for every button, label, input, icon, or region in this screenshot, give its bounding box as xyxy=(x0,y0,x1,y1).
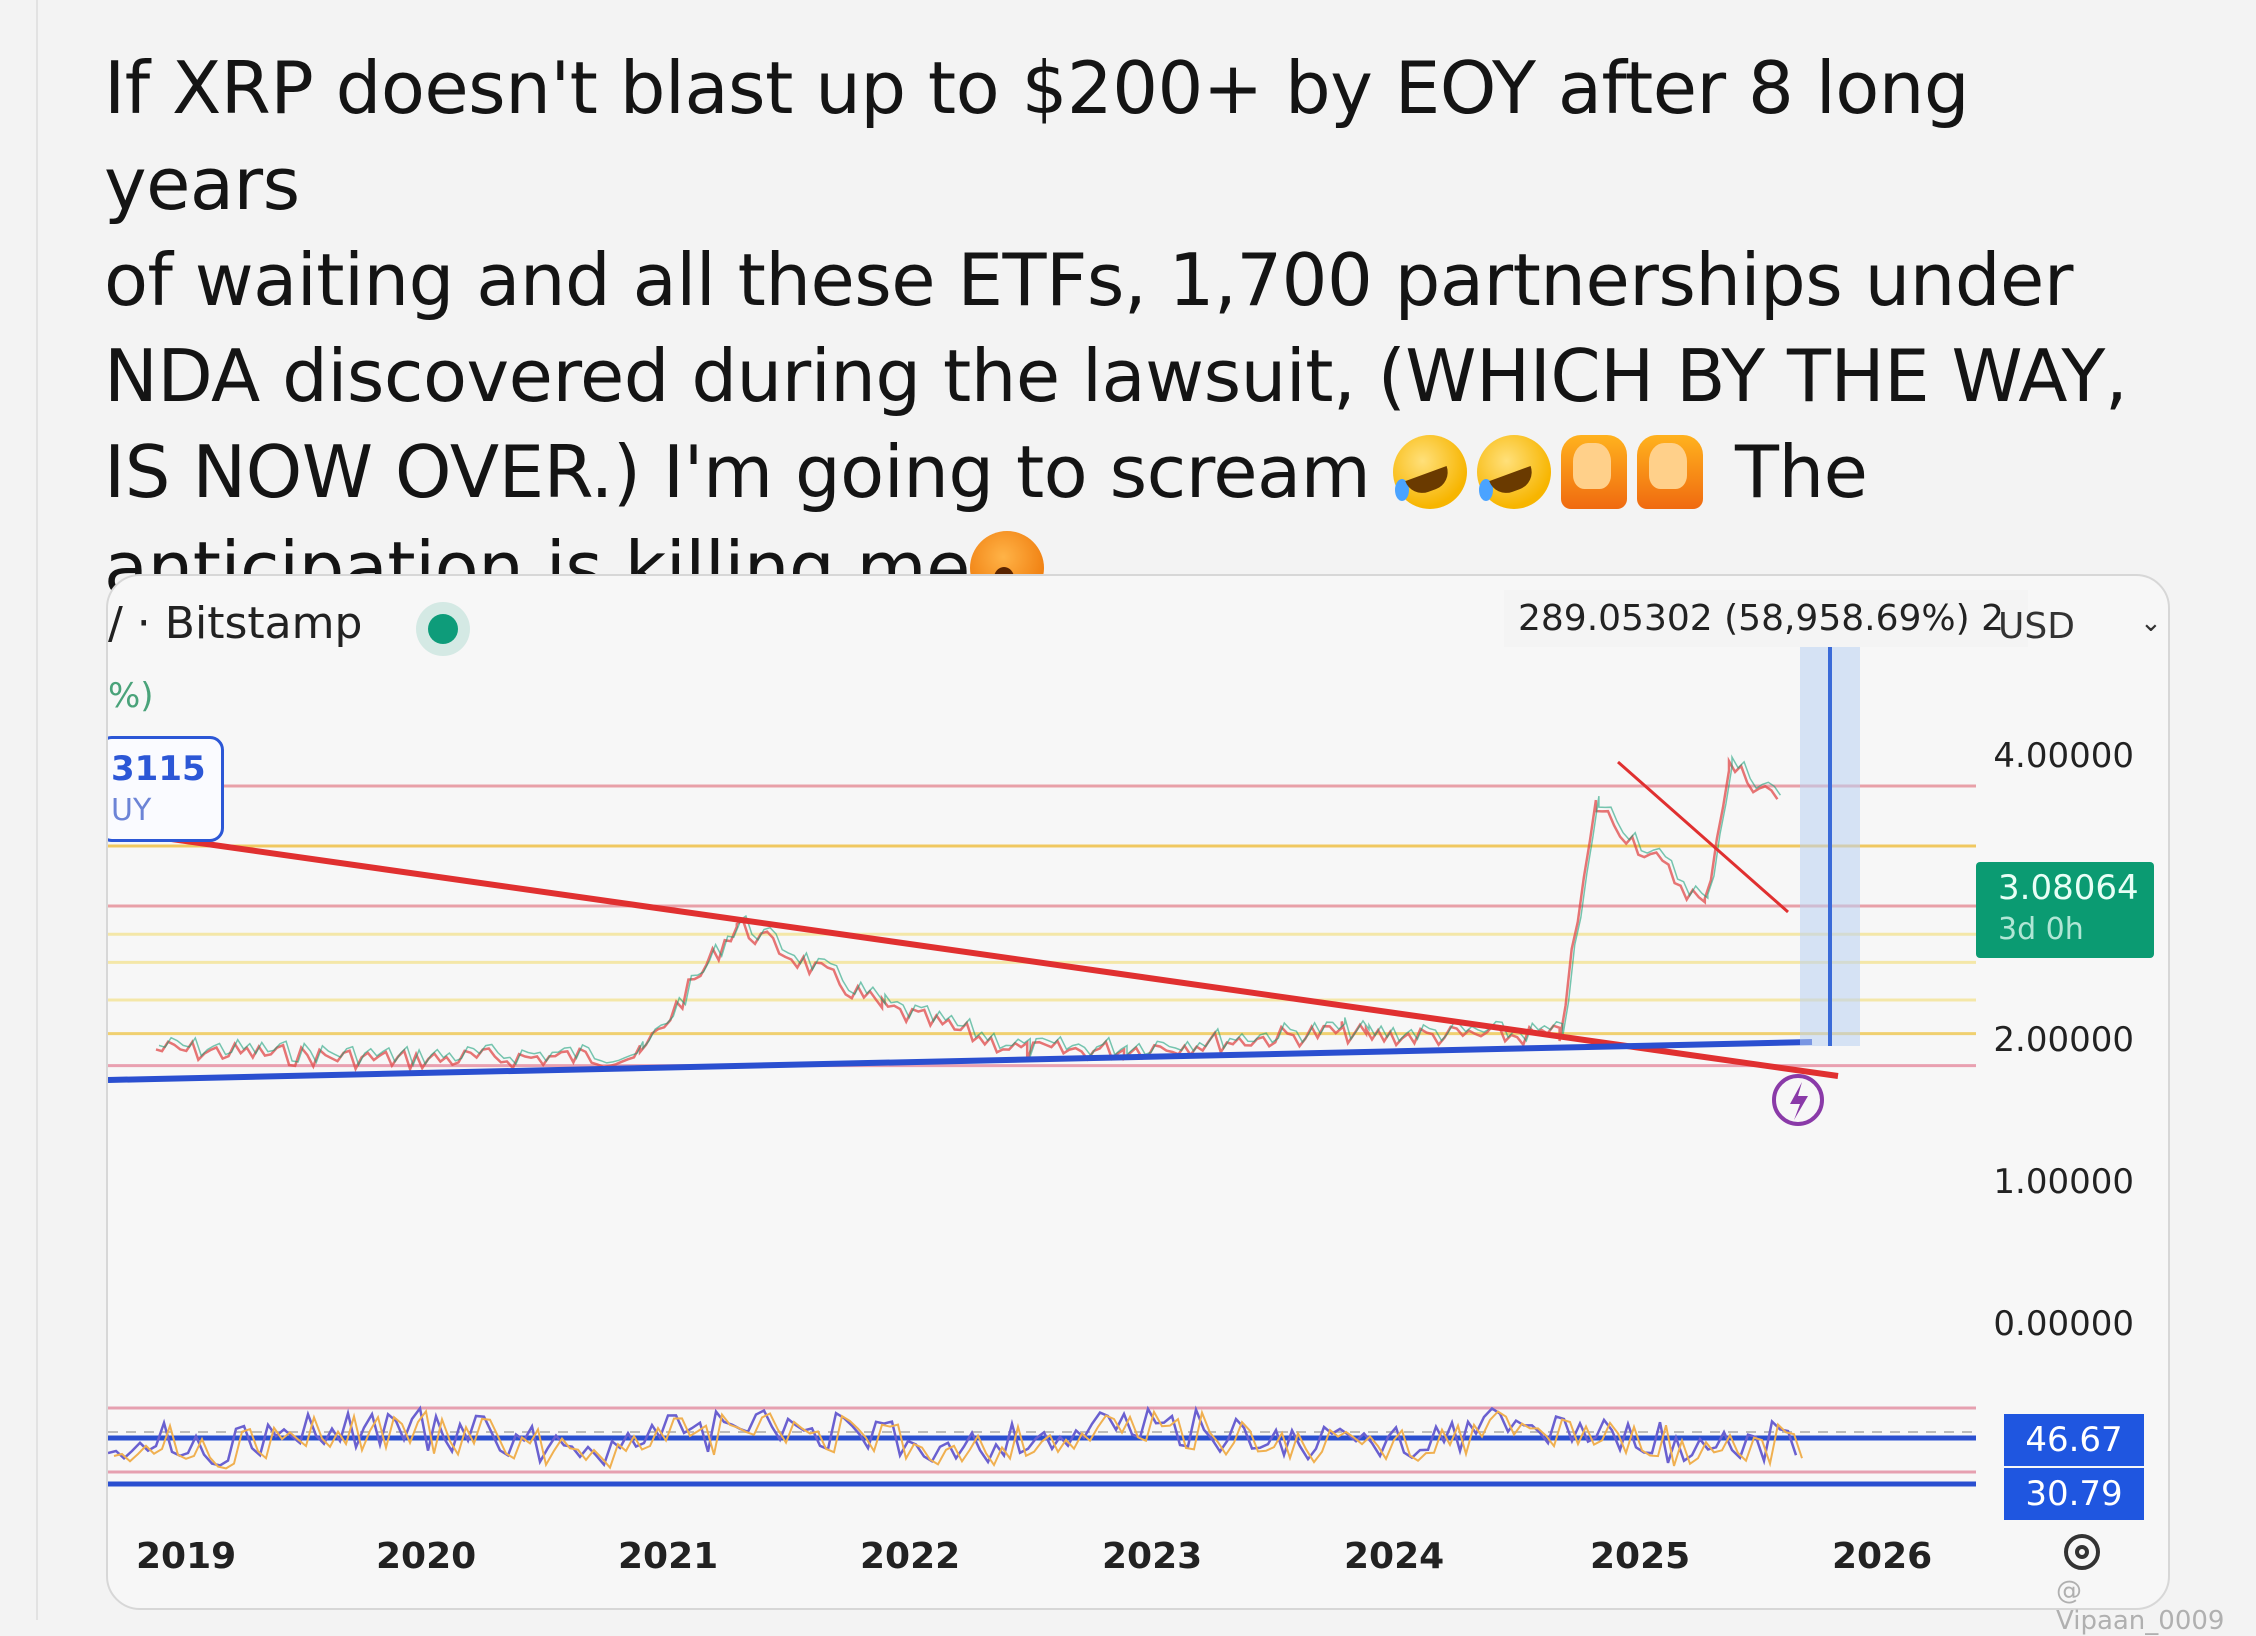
y-tick-label: 4.00000 xyxy=(1993,736,2134,776)
lightning-icon xyxy=(1772,1074,1824,1126)
breakout-trendline xyxy=(1617,760,1789,914)
rsi-ma-line xyxy=(113,1408,1803,1470)
x-tick-label: 2019 xyxy=(136,1536,237,1577)
facepalm-emoji-icon xyxy=(1560,435,1627,509)
current-price: 3.08064 xyxy=(1998,868,2139,908)
x-tick-label: 2022 xyxy=(860,1536,961,1577)
rsi-value-tag: 46.67 xyxy=(2004,1414,2144,1466)
watermark: @ Vipaan_0009 xyxy=(2056,1576,2225,1636)
timeline-rule xyxy=(36,0,38,1620)
buy-price: 3115 xyxy=(111,749,206,789)
price-series-line xyxy=(158,754,1782,1068)
chart-image: / · Bitstamp %) 3115 UY 289.05302 (58,95… xyxy=(106,574,2170,1610)
candle-countdown: 3d 0h xyxy=(1998,912,2084,947)
x-tick-label: 2026 xyxy=(1832,1536,1933,1577)
x-tick-label: 2025 xyxy=(1590,1536,1691,1577)
post-text: If XRP doesn't blast up to $200+ by EOY … xyxy=(104,40,2184,616)
post-line-1: If XRP doesn't blast up to $200+ by EOY … xyxy=(104,46,1970,226)
post-line-4-end: The xyxy=(1712,430,1868,514)
chevron-down-icon[interactable]: ⌄ xyxy=(2140,608,2162,638)
downtrend-line xyxy=(108,827,1839,1079)
current-price-tag: 3.08064 3d 0h xyxy=(1976,862,2154,958)
lightning-icon xyxy=(1790,1082,1808,1120)
x-tick-label: 2020 xyxy=(376,1536,477,1577)
rsi-ma-value-tag: 30.79 xyxy=(2004,1468,2144,1520)
y-tick-label: 2.00000 xyxy=(1993,1020,2134,1060)
x-tick-label: 2021 xyxy=(618,1536,719,1577)
symbol-title: / · Bitstamp xyxy=(108,598,363,649)
y-tick-label: 0.00000 xyxy=(1993,1304,2134,1344)
post-line-3: NDA discovered during the lawsuit, (WHIC… xyxy=(104,334,2128,418)
price-series-line xyxy=(155,756,1779,1073)
post-line-4: IS NOW OVER.) I'm going to scream xyxy=(104,430,1393,514)
x-tick-label: 2024 xyxy=(1344,1536,1445,1577)
measure-readout: 289.05302 (58,958.69%) 2 xyxy=(1504,590,2028,647)
currency-selector[interactable]: USD xyxy=(1998,606,2075,647)
symbol-change: %) xyxy=(108,676,154,716)
rsi-line xyxy=(108,1405,1798,1468)
price-chart xyxy=(108,632,1976,1487)
post-line-2: of waiting and all these ETFs, 1,700 par… xyxy=(104,238,2073,322)
y-tick-label: 1.00000 xyxy=(1993,1162,2134,1202)
settings-icon[interactable] xyxy=(2064,1534,2100,1570)
facepalm-emoji-icon xyxy=(1636,435,1703,509)
buy-button[interactable]: 3115 UY xyxy=(108,736,224,842)
buy-label: UY xyxy=(111,793,152,828)
x-tick-label: 2023 xyxy=(1102,1536,1203,1577)
support-trendline xyxy=(108,1039,1813,1083)
market-open-indicator xyxy=(428,614,458,644)
rofl-emoji-icon xyxy=(1476,435,1551,509)
rofl-emoji-icon xyxy=(1392,435,1467,509)
